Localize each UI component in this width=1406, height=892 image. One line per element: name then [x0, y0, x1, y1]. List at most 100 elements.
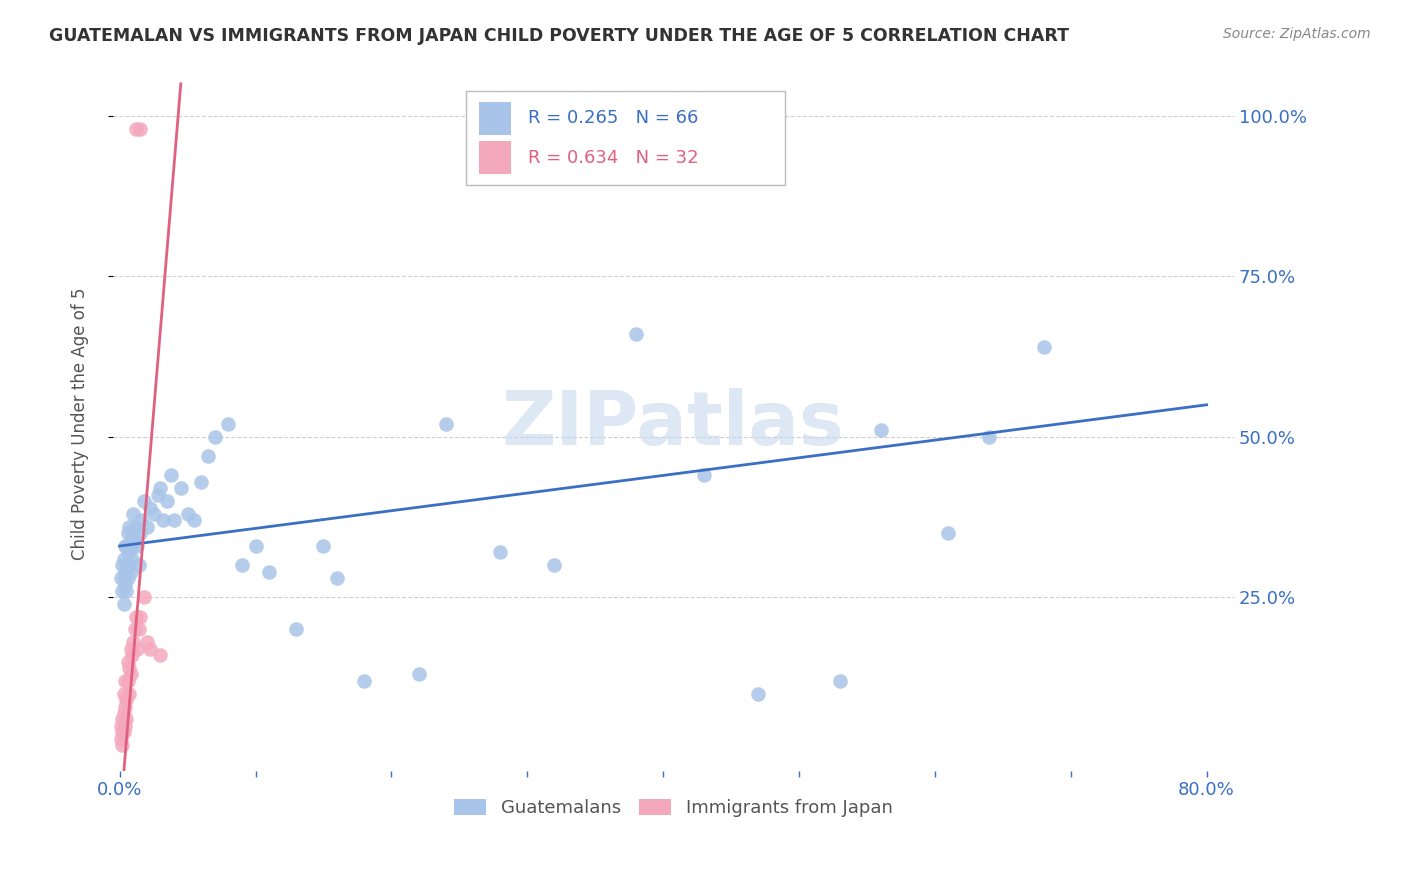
Point: [110, 731, 132, 746]
Point: [117, 545, 139, 559]
Y-axis label: Child Poverty Under the Age of 5: Child Poverty Under the Age of 5: [72, 288, 89, 560]
Point: [204, 430, 226, 444]
Point: [124, 533, 146, 547]
Text: Source: ZipAtlas.com: Source: ZipAtlas.com: [1223, 27, 1371, 41]
Point: [111, 558, 134, 573]
Point: [312, 539, 335, 553]
Point: [120, 533, 142, 547]
Point: [543, 558, 565, 573]
Point: [135, 635, 157, 649]
Point: [120, 667, 142, 681]
Point: [111, 738, 134, 752]
Point: [156, 494, 179, 508]
Text: ZIPatlas: ZIPatlas: [502, 387, 845, 460]
Point: [115, 712, 138, 726]
Point: [112, 706, 135, 720]
Point: [326, 571, 349, 585]
Point: [138, 641, 160, 656]
Point: [869, 424, 891, 438]
Point: [114, 565, 136, 579]
Point: [112, 725, 135, 739]
Point: [127, 641, 149, 656]
Point: [129, 526, 152, 541]
Point: [129, 609, 152, 624]
Point: [828, 673, 851, 688]
Point: [121, 539, 143, 553]
Point: [118, 661, 141, 675]
Point: [110, 719, 132, 733]
Point: [1032, 340, 1054, 354]
Legend: Guatemalans, Immigrants from Japan: Guatemalans, Immigrants from Japan: [447, 791, 900, 824]
Point: [110, 571, 132, 585]
Point: [122, 507, 145, 521]
Point: [434, 417, 457, 431]
Point: [128, 623, 150, 637]
Point: [132, 494, 155, 508]
Point: [160, 468, 183, 483]
Point: [120, 565, 142, 579]
Point: [115, 584, 138, 599]
Point: [118, 520, 141, 534]
Point: [112, 571, 135, 585]
Point: [115, 693, 138, 707]
Point: [122, 526, 145, 541]
Point: [112, 597, 135, 611]
Point: [285, 623, 308, 637]
Point: [118, 558, 141, 573]
Point: [163, 513, 186, 527]
Text: GUATEMALAN VS IMMIGRANTS FROM JAPAN CHILD POVERTY UNDER THE AGE OF 5 CORRELATION: GUATEMALAN VS IMMIGRANTS FROM JAPAN CHIL…: [49, 27, 1069, 45]
Point: [176, 507, 198, 521]
Point: [217, 417, 239, 431]
Point: [190, 475, 212, 489]
Point: [146, 488, 169, 502]
Point: [117, 571, 139, 585]
FancyBboxPatch shape: [479, 141, 510, 175]
Point: [117, 673, 139, 688]
Point: [125, 520, 148, 534]
Point: [114, 719, 136, 733]
Point: [979, 430, 1001, 444]
Point: [112, 687, 135, 701]
Point: [117, 526, 139, 541]
Point: [115, 558, 138, 573]
Point: [115, 539, 138, 553]
Point: [118, 687, 141, 701]
Text: R = 0.634   N = 32: R = 0.634 N = 32: [527, 149, 699, 167]
Point: [114, 673, 136, 688]
Point: [257, 565, 280, 579]
Point: [128, 558, 150, 573]
FancyBboxPatch shape: [465, 91, 786, 185]
Point: [138, 500, 160, 515]
Point: [489, 545, 512, 559]
Point: [170, 481, 193, 495]
Point: [121, 552, 143, 566]
Point: [125, 121, 148, 136]
Point: [120, 641, 142, 656]
Point: [149, 648, 172, 662]
Point: [111, 725, 134, 739]
Point: [131, 513, 153, 527]
FancyBboxPatch shape: [479, 102, 510, 135]
Point: [747, 687, 769, 701]
Point: [122, 635, 145, 649]
Point: [112, 552, 135, 566]
Point: [114, 539, 136, 553]
Point: [114, 577, 136, 591]
Point: [117, 655, 139, 669]
Point: [111, 712, 134, 726]
Text: R = 0.265   N = 66: R = 0.265 N = 66: [527, 110, 697, 128]
Point: [938, 526, 960, 541]
Point: [125, 609, 148, 624]
Point: [114, 699, 136, 714]
Point: [197, 449, 219, 463]
Point: [129, 121, 152, 136]
Point: [121, 648, 143, 662]
Point: [142, 507, 165, 521]
Point: [183, 513, 205, 527]
Point: [118, 539, 141, 553]
Point: [624, 327, 647, 342]
Point: [135, 520, 157, 534]
Point: [693, 468, 716, 483]
Point: [231, 558, 253, 573]
Point: [353, 673, 375, 688]
